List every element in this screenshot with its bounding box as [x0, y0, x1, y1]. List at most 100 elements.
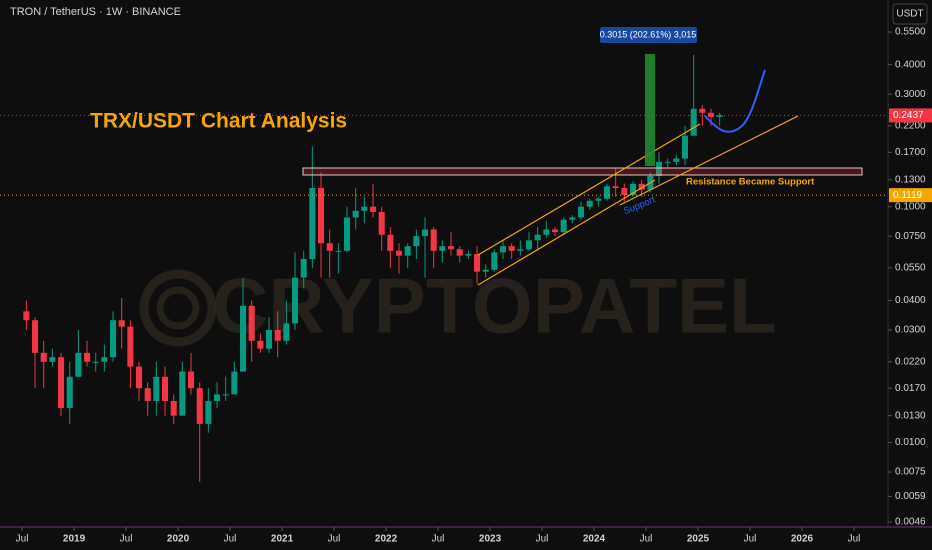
currency-box [892, 3, 928, 25]
measure-label: 0.3015 (202.61%) 3,015 [600, 29, 697, 39]
candle-body [101, 357, 108, 362]
x-tick-label: Jul [536, 534, 549, 545]
chart-title: TRON / TetherUS · 1W · BINANCE [10, 6, 181, 18]
candle-body [162, 376, 169, 401]
candle-body [543, 229, 550, 235]
candle-body [577, 206, 585, 218]
candle-body [283, 323, 290, 341]
candle-body [118, 320, 125, 327]
y-tick-label: 0.5500 [895, 27, 926, 38]
candle-body [49, 357, 56, 362]
x-tick-label: 2025 [687, 534, 710, 545]
y-tick-label: 0.0130 [895, 410, 926, 421]
candle-body [144, 388, 151, 401]
candle-body [378, 211, 385, 235]
x-tick-label: 2019 [63, 534, 86, 545]
resistance-label: Resistance Became Support [686, 177, 815, 188]
candle-body [66, 376, 73, 409]
x-tick-label: 2023 [479, 534, 502, 545]
candle-body [361, 206, 368, 211]
candle-body [110, 320, 117, 358]
candle-body [326, 243, 333, 251]
candle-body [690, 108, 697, 136]
candle-body [586, 200, 593, 207]
x-tick-label: Jul [848, 534, 861, 545]
candle-body [75, 352, 82, 377]
candle-body [638, 183, 645, 190]
projection-curve [704, 69, 766, 133]
candle-body [430, 229, 437, 251]
candle-body [179, 371, 186, 416]
candle-body [84, 352, 91, 362]
candle-body [439, 246, 446, 251]
candle-body [317, 187, 325, 244]
candle-body [491, 252, 498, 270]
candle-body [603, 186, 611, 199]
candle-body [343, 217, 351, 251]
candle-body [404, 246, 411, 256]
y-tick-label: 0.4000 [895, 59, 926, 70]
candle-body [569, 217, 576, 220]
candle-body [551, 229, 559, 233]
y-tick-label: 0.1700 [895, 147, 926, 158]
y-tick-label: 0.0046 [895, 517, 926, 528]
y-tick-label: 0.0059 [895, 491, 926, 502]
y-tick-label: 0.0220 [895, 356, 926, 367]
candle-body [170, 400, 177, 416]
candle-body [595, 198, 602, 201]
y-tick-label: 0.0300 [895, 325, 926, 336]
candle-body [413, 236, 420, 247]
candle-body [222, 394, 229, 396]
candle-body [673, 158, 680, 162]
y-tick-label: 0.3000 [895, 89, 926, 100]
candle-body [300, 258, 307, 278]
candle-body [499, 246, 507, 253]
candle-body [664, 161, 671, 163]
candle-body [716, 115, 723, 117]
candle-body [23, 311, 30, 321]
candle-body [136, 366, 143, 389]
x-tick-label: 2022 [375, 534, 398, 545]
candle-body [257, 340, 264, 349]
watermark-logo [139, 269, 217, 347]
y-tick-label: 0.0400 [895, 295, 926, 306]
candle-body [92, 361, 99, 363]
x-tick-label: Jul [328, 534, 341, 545]
candle-body [188, 371, 195, 389]
candle-body [395, 250, 403, 256]
candle-body [291, 277, 299, 324]
x-tick-label: 2021 [271, 534, 294, 545]
candle-body [265, 329, 273, 349]
candle-body [473, 253, 481, 272]
y-tick-label: 0.2200 [895, 121, 926, 132]
candle-body [335, 250, 342, 252]
currency: USDT [896, 9, 923, 20]
channel-upper [477, 123, 701, 256]
x-tick-label: 2020 [167, 534, 190, 545]
candle-body [508, 246, 515, 251]
candle-body [482, 269, 489, 272]
x-tick-label: Jul [120, 534, 133, 545]
resistance-zone [302, 167, 863, 176]
candle-body [127, 326, 134, 367]
candle-body [525, 240, 533, 250]
chart-heading: TRX/USDT Chart Analysis [90, 110, 347, 133]
x-tick-label: Jul [744, 534, 757, 545]
candle-body [153, 376, 160, 401]
candle-body [707, 112, 715, 117]
x-tick-label: 2024 [583, 534, 606, 545]
x-tick-label: Jul [224, 534, 237, 545]
y-tick-label: 0.0750 [895, 231, 926, 242]
candle-body [231, 371, 238, 395]
candle-body [32, 320, 39, 353]
candle-body [40, 352, 47, 362]
candle-body [239, 305, 247, 372]
x-tick-label: Jul [432, 534, 445, 545]
y-tick-label: 0.0100 [895, 437, 926, 448]
candle-body [612, 186, 619, 188]
candle-body [655, 161, 663, 176]
candle-body [248, 305, 255, 341]
candle-body [387, 234, 394, 251]
candle-body [534, 234, 541, 241]
